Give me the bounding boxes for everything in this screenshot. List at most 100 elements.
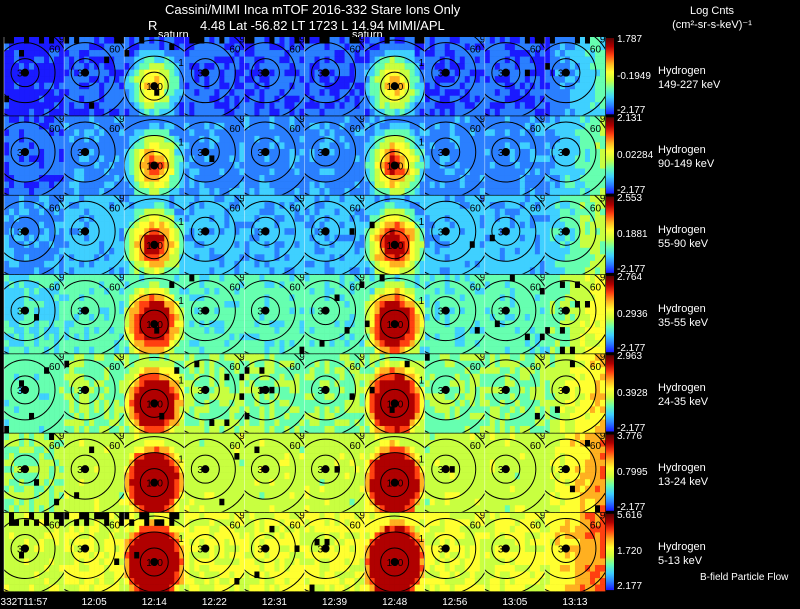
heatmap-cell: [59, 314, 64, 321]
heatmap-cell: [244, 241, 249, 248]
heatmap-cell: [99, 169, 104, 176]
heatmap-cell: [89, 70, 94, 77]
heatmap-cell: [84, 334, 89, 341]
heatmap-cell: [315, 89, 320, 96]
heatmap-cell: [224, 196, 229, 203]
heatmap-cell: [189, 209, 194, 216]
heatmap-cell: [29, 308, 34, 315]
heatmap-cell: [440, 254, 445, 261]
heatmap-cell: [164, 96, 169, 103]
heatmap-cell: [184, 116, 189, 123]
heatmap-cell: [315, 50, 320, 57]
heatmap-cell: [189, 83, 194, 90]
heatmap-cell: [415, 209, 420, 216]
heatmap-cell: [345, 254, 350, 261]
heatmap-cell: [49, 70, 54, 77]
heatmap-cell: [320, 44, 325, 51]
contour-level-label: 60: [229, 203, 241, 214]
heatmap-cell: [600, 188, 605, 195]
heatmap-cell: [350, 196, 355, 203]
heatmap-cell: [540, 149, 545, 156]
heatmap-cell: [274, 116, 279, 123]
heatmap-cell: [585, 261, 590, 268]
contour-level-label: 30: [558, 69, 570, 80]
heatmap-cell: [219, 241, 224, 248]
heatmap-cell: [4, 76, 9, 83]
heatmap-cell: [94, 196, 99, 203]
heatmap-cell: [259, 96, 264, 103]
heatmap-cell: [109, 70, 114, 77]
heatmap-cell: [435, 50, 440, 57]
heatmap-cell: [475, 57, 480, 64]
heatmap-cell: [19, 261, 24, 268]
heatmap-cell: [244, 63, 249, 70]
heatmap-cell: [410, 50, 415, 57]
heatmap-cell: [114, 254, 119, 261]
heatmap-cell: [239, 136, 244, 143]
heatmap-cell: [94, 37, 99, 44]
heatmap-cell: [244, 222, 249, 229]
heatmap-cell: [430, 261, 435, 268]
heatmap-cell: [490, 57, 495, 64]
heatmap-cell: [199, 169, 204, 176]
contour-level-label: 30: [197, 69, 209, 80]
heatmap-cell: [14, 347, 19, 354]
heatmap-cell: [535, 169, 540, 176]
heatmap-cell: [580, 57, 585, 64]
heatmap-cell: [264, 261, 269, 268]
heatmap-cell: [345, 182, 350, 189]
heatmap-cell: [139, 202, 144, 209]
heatmap-cell: [134, 129, 139, 136]
contour-level-label: 180: [146, 241, 163, 252]
heatmap-cell: [315, 129, 320, 136]
heatmap-cell: [370, 241, 375, 248]
heatmap-cell: [440, 248, 445, 255]
heatmap-cell: [19, 340, 24, 347]
heatmap-cell: [580, 149, 585, 156]
heatmap-cell: [425, 102, 430, 109]
heatmap-cell: [224, 155, 229, 162]
heatmap-cell: [44, 142, 49, 149]
heatmap-cell: [49, 308, 54, 315]
heatmap-cell: [515, 162, 520, 169]
heatmap-cell: [375, 222, 380, 229]
heatmap-cell: [224, 254, 229, 261]
heatmap-cell: [154, 63, 159, 70]
heatmap-cell: [244, 228, 249, 235]
heatmap-cell: [284, 182, 289, 189]
heatmap-cell: [174, 109, 179, 116]
heatmap-cell: [54, 215, 59, 222]
heatmap-cell: [520, 162, 525, 169]
heatmap-cell: [204, 109, 209, 116]
heatmap-cell: [89, 248, 94, 255]
heatmap-cell: [575, 267, 580, 274]
heatmap-cell: [460, 209, 465, 216]
heatmap-cell: [124, 63, 129, 70]
heatmap-cell: [395, 182, 400, 189]
heatmap-cell: [149, 215, 154, 222]
heatmap-cell: [540, 96, 545, 103]
heatmap-cell: [495, 102, 500, 109]
heatmap-cell: [515, 188, 520, 195]
heatmap-cell: [139, 44, 144, 51]
heatmap-cell: [455, 209, 460, 216]
heatmap-cell: [39, 308, 44, 315]
heatmap-cell: [299, 235, 304, 242]
heatmap-cell: [144, 44, 149, 51]
heatmap-cell: [405, 83, 410, 90]
heatmap-cell: [595, 136, 600, 143]
heatmap-cell: [109, 149, 114, 156]
heatmap-cell: [480, 228, 485, 235]
heatmap-cell: [39, 327, 44, 334]
heatmap-cell: [600, 155, 605, 162]
heatmap-cell: [340, 222, 345, 229]
heatmap-cell: [69, 196, 74, 203]
heatmap-cell: [315, 169, 320, 176]
heatmap-cell: [229, 116, 234, 123]
heatmap-cell: [29, 281, 34, 288]
heatmap-cell: [505, 215, 510, 222]
heatmap-cell: [525, 70, 530, 77]
heatmap-cell: [490, 102, 495, 109]
heatmap-cell: [99, 248, 104, 255]
heatmap-cell: [174, 241, 179, 248]
